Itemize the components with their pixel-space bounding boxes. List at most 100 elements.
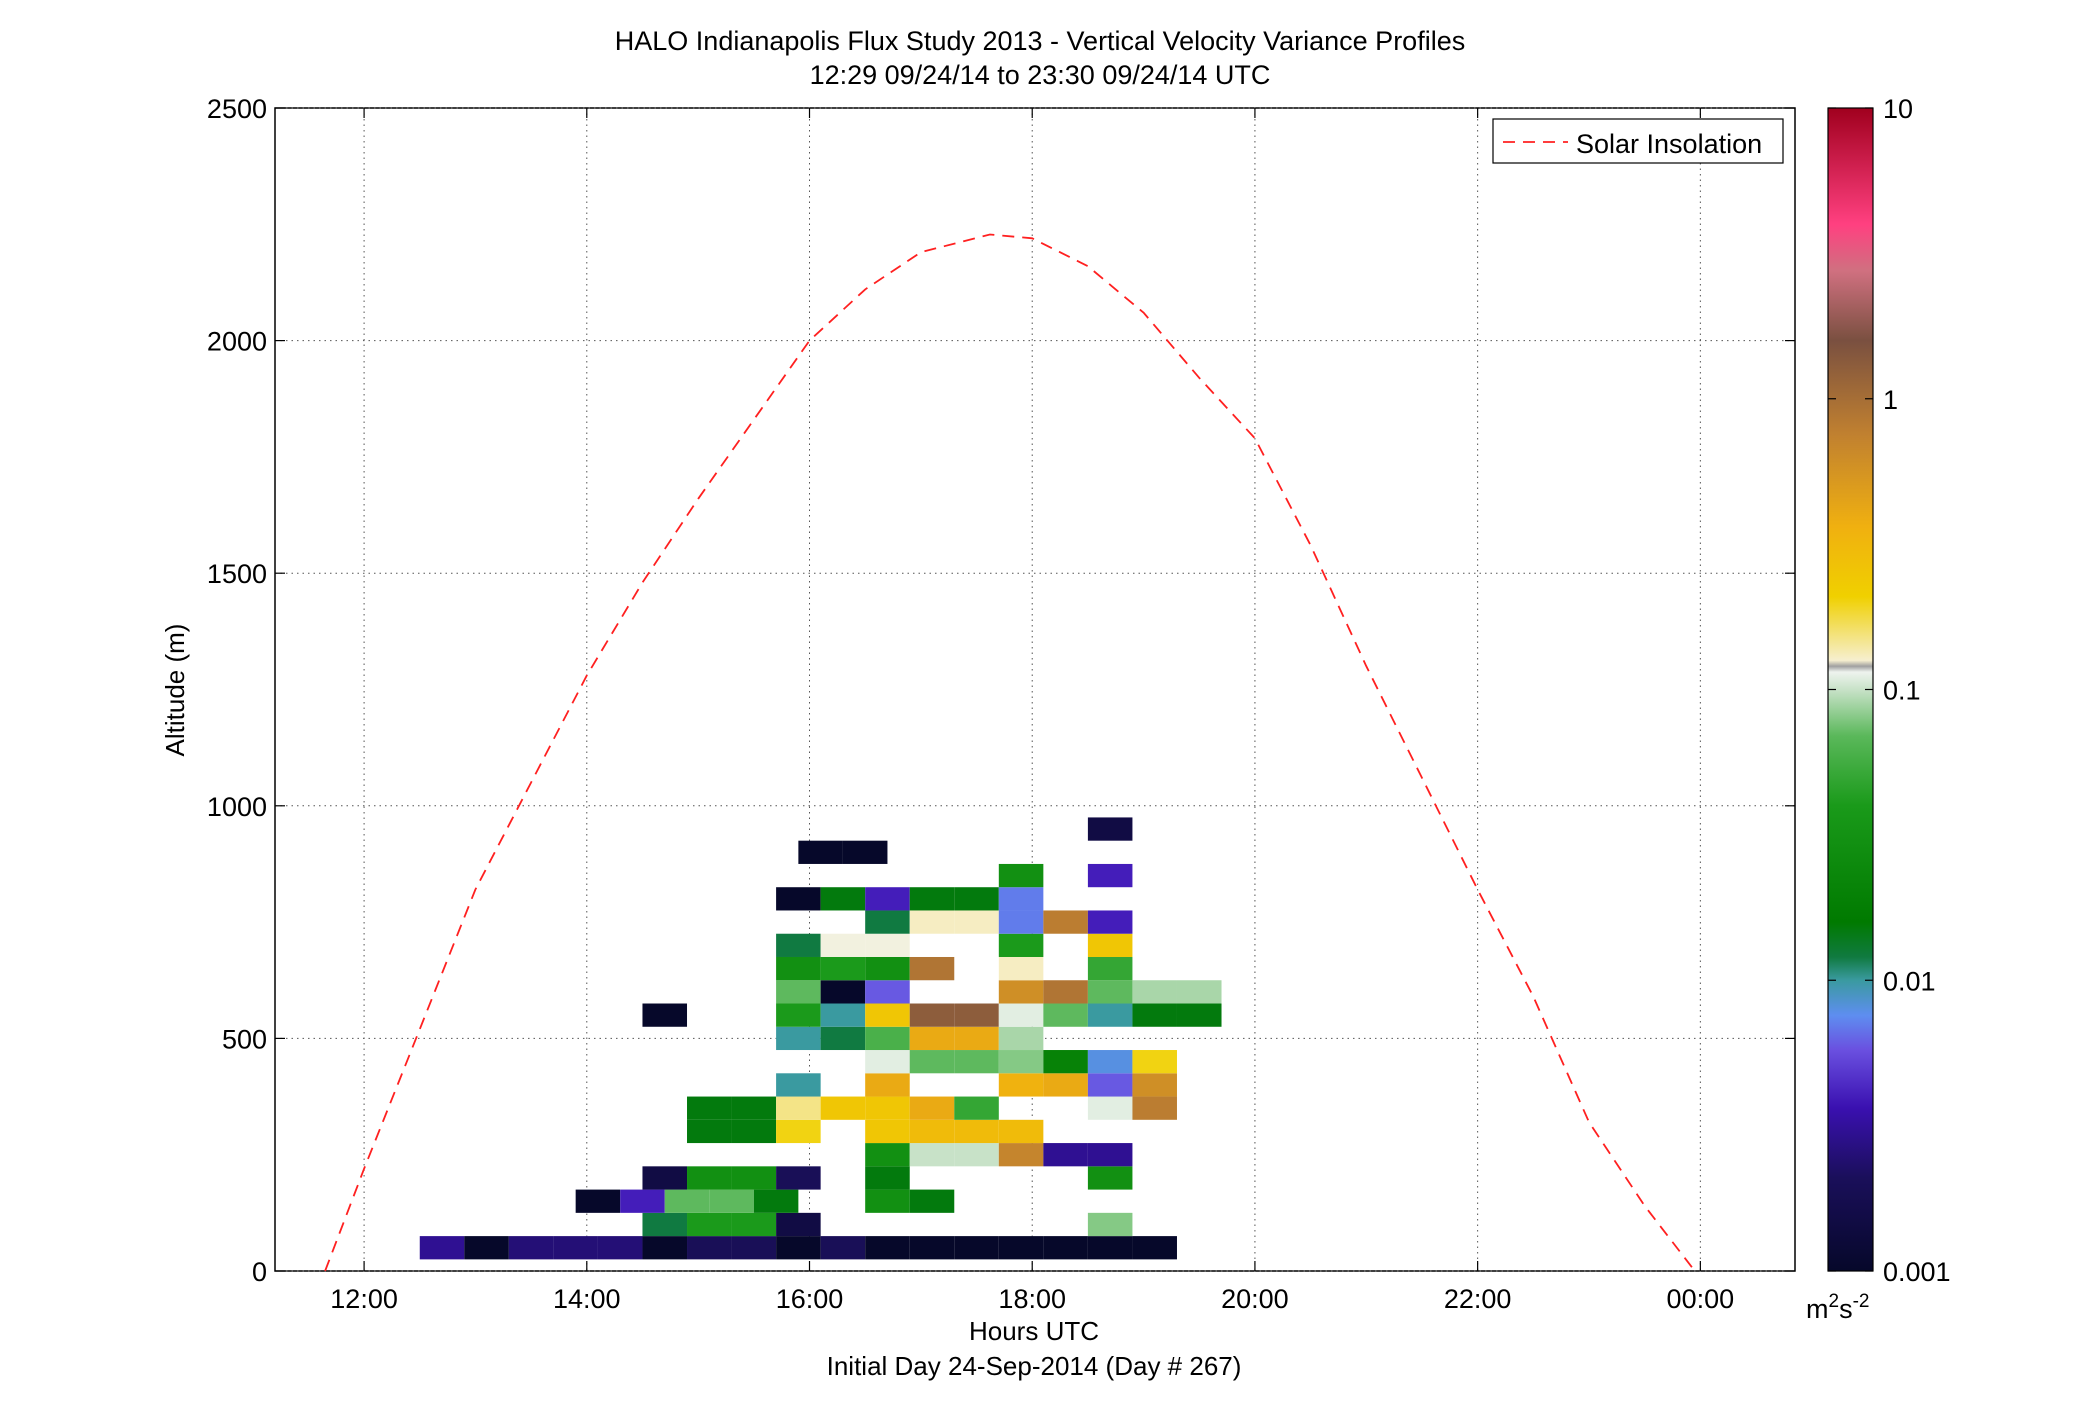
x-tick-label: 14:00 xyxy=(553,1284,621,1314)
heatmap-cell xyxy=(820,1026,866,1051)
heatmap-cell xyxy=(776,1166,821,1190)
heatmap-cell xyxy=(1043,1073,1088,1097)
heatmap-cell xyxy=(642,1236,688,1260)
heatmap-cell xyxy=(998,1050,1044,1074)
heatmap-cell xyxy=(1043,1050,1088,1074)
heatmap-cell xyxy=(865,910,910,934)
heatmap-cell xyxy=(642,1212,688,1237)
heatmap-cell xyxy=(1176,980,1222,1004)
y-tick-label: 0 xyxy=(252,1257,267,1287)
legend: Solar Insolation xyxy=(1492,118,1784,164)
heatmap-cell xyxy=(909,1003,955,1027)
x-axis-sublabel: Initial Day 24-Sep-2014 (Day # 267) xyxy=(827,1351,1242,1381)
colorbar-tick-label: 10 xyxy=(1883,94,1913,124)
heatmap-cell xyxy=(731,1236,777,1260)
heatmap-cells xyxy=(419,817,1222,1260)
colorbar-unit: m2s-2 xyxy=(1806,1291,1869,1324)
chart-subtitle: 12:29 09/24/14 to 23:30 09/24/14 UTC xyxy=(810,60,1271,90)
heatmap-cell xyxy=(642,1003,688,1027)
colorbar-tick-label: 1 xyxy=(1883,385,1898,415)
heatmap-cell xyxy=(954,1143,999,1167)
heatmap-cell xyxy=(753,1189,799,1213)
heatmap-cell xyxy=(865,1143,910,1167)
colorbar-tick-label: 0.1 xyxy=(1883,676,1921,706)
heatmap-cell xyxy=(776,1119,821,1144)
heatmap-cell xyxy=(865,1026,910,1051)
heatmap-cell xyxy=(1087,980,1133,1004)
y-axis: 0 500 1000 1500 2000 2500 xyxy=(207,94,1795,1287)
heatmap-cell xyxy=(909,1026,955,1051)
heatmap-cell xyxy=(998,1236,1044,1260)
heatmap-cell xyxy=(820,887,866,911)
heatmap-cell xyxy=(998,863,1044,888)
y-tick-label: 1500 xyxy=(207,559,267,589)
heatmap-cell xyxy=(1132,1236,1177,1260)
heatmap-cell xyxy=(731,1212,777,1237)
heatmap-cell xyxy=(1087,817,1133,841)
heatmap-cell xyxy=(1043,1236,1088,1260)
x-tick-label: 00:00 xyxy=(1667,1284,1735,1314)
heatmap-cell xyxy=(776,1003,821,1027)
heatmap-cell xyxy=(508,1236,554,1260)
y-tick-label: 500 xyxy=(222,1024,267,1054)
heatmap-cell xyxy=(1132,1096,1177,1120)
heatmap-cell xyxy=(731,1166,777,1190)
colorbar-ticks: 0.001 0.01 0.1 1 10 xyxy=(1828,94,1951,1287)
heatmap-cell xyxy=(1087,1003,1133,1027)
heatmap-cell xyxy=(954,1003,999,1027)
heatmap-cell xyxy=(1087,863,1133,888)
heatmap-cell xyxy=(1087,1073,1133,1097)
heatmap-cell xyxy=(998,956,1044,981)
heatmap-cell xyxy=(798,840,843,864)
x-tick-label: 18:00 xyxy=(998,1284,1066,1314)
heatmap-cell xyxy=(597,1236,643,1260)
heatmap-cell xyxy=(865,1236,910,1260)
heatmap-cell xyxy=(1043,1003,1088,1027)
heatmap-cell xyxy=(909,1050,955,1074)
heatmap-cell xyxy=(865,1003,910,1027)
heatmap-cell xyxy=(776,1073,821,1097)
y-axis-label: Altitude (m) xyxy=(160,624,190,757)
heatmap-cell xyxy=(954,1050,999,1074)
heatmap-cell xyxy=(776,980,821,1004)
heatmap-cell xyxy=(776,887,821,911)
heatmap-cell xyxy=(954,1236,999,1260)
heatmap-cell xyxy=(731,1096,777,1120)
heatmap-cell xyxy=(776,1236,821,1260)
heatmap-cell xyxy=(865,887,910,911)
heatmap-cell xyxy=(865,1119,910,1144)
heatmap-cell xyxy=(1132,1003,1177,1027)
heatmap-cell xyxy=(1132,980,1177,1004)
heatmap-cell xyxy=(998,1143,1044,1167)
heatmap-cell xyxy=(954,887,999,911)
heatmap-cell xyxy=(820,980,866,1004)
heatmap-cell xyxy=(687,1096,732,1120)
x-axis-label: Hours UTC xyxy=(969,1316,1099,1346)
heatmap-cell xyxy=(1087,910,1133,934)
heatmap-cell xyxy=(820,1236,866,1260)
heatmap-cell xyxy=(776,1096,821,1120)
heatmap-cell xyxy=(865,1050,910,1074)
y-tick-label: 1000 xyxy=(207,792,267,822)
colorbar-tick-label: 0.001 xyxy=(1883,1257,1951,1287)
heatmap-cell xyxy=(687,1236,732,1260)
heatmap-cell xyxy=(1043,1143,1088,1167)
solar-insolation-curve xyxy=(324,233,1696,1272)
heatmap-cell xyxy=(1087,1212,1133,1237)
heatmap-cell xyxy=(1087,1143,1133,1167)
heatmap-cell xyxy=(909,887,955,911)
x-tick-label: 16:00 xyxy=(776,1284,844,1314)
heatmap-cell xyxy=(909,1119,955,1144)
heatmap-cell xyxy=(1043,980,1088,1004)
heatmap-cell xyxy=(776,933,821,957)
heatmap-cell xyxy=(1087,933,1133,957)
heatmap-cell xyxy=(909,1096,955,1120)
legend-label: Solar Insolation xyxy=(1576,129,1762,159)
heatmap-cell xyxy=(687,1212,732,1237)
heatmap-cell xyxy=(820,956,866,981)
heatmap-cell xyxy=(909,1143,955,1167)
heatmap-cell xyxy=(865,956,910,981)
heatmap-cell xyxy=(776,1212,821,1237)
heatmap-cell xyxy=(909,1236,955,1260)
heatmap-cell xyxy=(865,1166,910,1190)
